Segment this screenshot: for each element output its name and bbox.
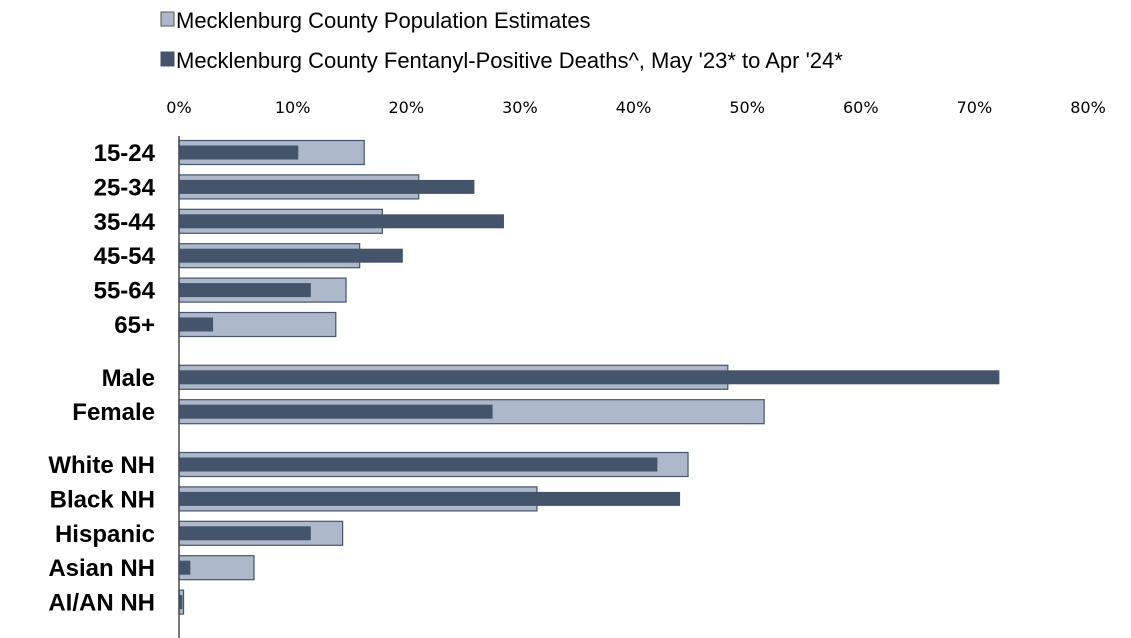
x-axis-ticks: 0% 10% 20% 30% 40% 50% 60% 70% 80% [166, 98, 1105, 117]
bar-fentanyl-deaths-black-nh [179, 491, 681, 506]
x-tick-0pct: 0% [166, 98, 191, 117]
category-label-45-54: 45-54 [94, 243, 156, 270]
bar-fentanyl-deaths-25-34 [179, 179, 475, 194]
x-tick-70pct: 70% [957, 98, 993, 117]
category-label-asian-nh: Asian NH [48, 555, 155, 582]
x-tick-80pct: 80% [1070, 98, 1106, 117]
legend-label-1: Mecklenburg County Population Estimates [176, 8, 591, 33]
bars [178, 139, 1000, 615]
bar-fentanyl-deaths-15-24 [179, 145, 299, 160]
x-tick-30pct: 30% [502, 98, 538, 117]
category-label-male: Male [102, 365, 155, 392]
legend-swatch-1 [160, 11, 175, 27]
category-label-65: 65+ [114, 312, 155, 339]
bar-fentanyl-deaths-female [179, 404, 493, 419]
bar-fentanyl-deaths-asian-nh [179, 560, 191, 575]
legend: Mecklenburg County Population Estimates M… [160, 8, 843, 73]
category-label-black-nh: Black NH [50, 486, 155, 513]
bar-fentanyl-deaths-35-44 [179, 214, 504, 229]
category-label-25-34: 25-34 [94, 174, 156, 201]
bar-fentanyl-deaths-ai-an-nh [179, 595, 183, 610]
category-label-female: Female [72, 399, 155, 426]
bar-fentanyl-deaths-65 [179, 317, 214, 332]
bar-fentanyl-deaths-hispanic [179, 526, 311, 541]
category-label-55-64: 55-64 [94, 278, 156, 305]
bar-fentanyl-deaths-45-54 [179, 248, 403, 263]
x-tick-20pct: 20% [388, 98, 424, 117]
legend-label-2: Mecklenburg County Fentanyl-Positive Dea… [176, 48, 843, 73]
category-label-ai-an-nh: AI/AN NH [48, 590, 155, 617]
bar-fentanyl-deaths-55-64 [179, 283, 311, 298]
bar-fentanyl-deaths-white-nh [179, 457, 658, 472]
category-labels: 15-24 25-34 35-44 45-54 55-64 65+ Male Female Wh… [48, 140, 155, 617]
category-label-15-24: 15-24 [94, 140, 156, 167]
x-tick-50pct: 50% [729, 98, 765, 117]
category-label-hispanic: Hispanic [55, 521, 155, 548]
bar-fentanyl-deaths-male [179, 370, 1000, 385]
bar-population-asian-nh [178, 555, 255, 581]
x-tick-60pct: 60% [843, 98, 879, 117]
x-tick-10pct: 10% [275, 98, 311, 117]
category-label-white-nh: White NH [48, 452, 155, 479]
category-label-35-44: 35-44 [94, 209, 156, 236]
legend-swatch-2 [160, 51, 175, 67]
x-tick-40pct: 40% [616, 98, 652, 117]
